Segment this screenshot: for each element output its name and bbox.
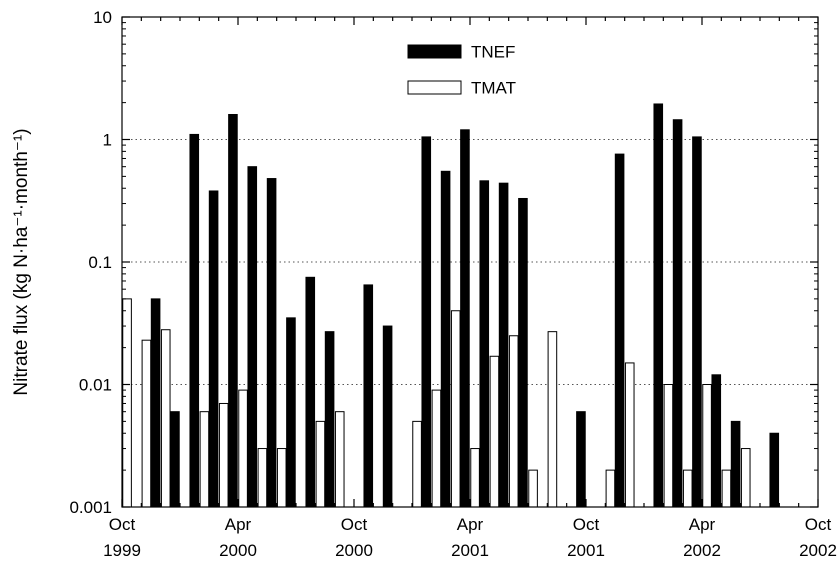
bars [122, 103, 780, 508]
bar-tnef [672, 119, 683, 508]
bar-tnef [614, 153, 625, 508]
x-tick-label-month: Oct [573, 515, 600, 534]
bar-tnef [730, 420, 741, 508]
bar-tmat [238, 389, 248, 508]
bar-tmat [663, 384, 674, 508]
y-axis-title: Nitrate flux (kg N·ha⁻¹·month⁻¹) [11, 128, 32, 395]
bar-tmat [702, 384, 712, 508]
bar-tmat [547, 331, 558, 508]
bar-tmat [257, 448, 268, 508]
legend-swatch-tnef [407, 44, 462, 59]
bar-tnef [324, 331, 335, 508]
x-tick-label-year: 2001 [451, 541, 489, 560]
bar-tmat [431, 389, 442, 508]
bar-tnef [460, 129, 470, 508]
y-tick-label: 1 [103, 131, 112, 150]
legend-label-tmat: TMAT [471, 79, 516, 98]
gridlines [122, 139, 818, 385]
bar-tmat [412, 420, 422, 508]
bar-tnef [498, 182, 509, 508]
x-tick-label-month: Apr [689, 515, 716, 534]
bar-tmat [160, 329, 171, 508]
bar-tmat [489, 355, 500, 508]
bar-tnef [440, 170, 451, 508]
y-tick-label: 10 [93, 8, 112, 27]
bar-tnef [711, 374, 722, 508]
y-tick-label: 0.1 [88, 253, 112, 272]
y-tick-labels: 0.001 0.01 0.1 1 10 [69, 8, 112, 517]
bar-tnef [189, 133, 200, 508]
bar-tnef [363, 284, 374, 508]
bar-tmat [470, 448, 480, 508]
x-tick-label-month: Oct [805, 515, 832, 534]
bar-tmat [528, 469, 538, 508]
x-tick-label-month: Apr [225, 515, 252, 534]
x-tick-label-year: 2000 [219, 541, 257, 560]
bar-tmat [218, 402, 229, 508]
bar-tmat [315, 420, 326, 508]
bar-tmat [508, 335, 519, 508]
bar-tmat [122, 298, 132, 508]
bar-tmat [276, 448, 287, 508]
x-tick-label-year: 2002 [683, 541, 721, 560]
bar-tnef [266, 178, 277, 508]
bar-tmat [721, 469, 732, 508]
bar-tmat [624, 362, 635, 508]
bar-tnef [286, 317, 296, 508]
bar-tnef [228, 113, 238, 508]
legend-label-tnef: TNEF [471, 43, 515, 62]
bar-tmat [334, 411, 345, 508]
y-tick-label: 0.01 [79, 376, 112, 395]
y-tick-label: 0.001 [69, 498, 112, 517]
bar-tmat [682, 469, 693, 508]
x-tick-label-year: 2001 [567, 541, 605, 560]
bar-tmat [141, 339, 152, 508]
bar-tnef [208, 190, 219, 508]
bar-tnef [576, 411, 586, 508]
bar-tmat [740, 448, 751, 508]
x-tick-labels: Oct 1999 Apr 2000 Oct 2000 Apr 2001 Oct 2001 Apr 20… [103, 515, 837, 560]
x-tick-label-year: 1999 [103, 541, 141, 560]
x-tick-label-year: 2000 [335, 541, 373, 560]
bar-tnef [769, 432, 780, 508]
bar-tnef [170, 411, 180, 508]
bar-tnef [653, 103, 664, 508]
x-tick-label-year: 2002 [799, 541, 837, 560]
bar-tnef [518, 197, 528, 508]
bar-tmat [605, 469, 616, 508]
bar-tnef [421, 136, 432, 508]
bar-tnef [305, 276, 316, 508]
bar-tnef [150, 298, 161, 508]
bar-tmat [450, 310, 461, 508]
bar-tmat [199, 411, 210, 508]
axis-ticks [121, 16, 819, 508]
bar-tnef [692, 136, 702, 508]
x-tick-label-month: Apr [457, 515, 484, 534]
bar-tnef [382, 325, 393, 508]
bar-tnef [247, 166, 258, 508]
x-tick-label-month: Oct [341, 515, 368, 534]
bar-tnef [479, 180, 490, 508]
x-tick-label-month: Oct [109, 515, 136, 534]
legend-swatch-tmat [407, 80, 462, 95]
legend: TNEF TMAT [407, 43, 516, 98]
